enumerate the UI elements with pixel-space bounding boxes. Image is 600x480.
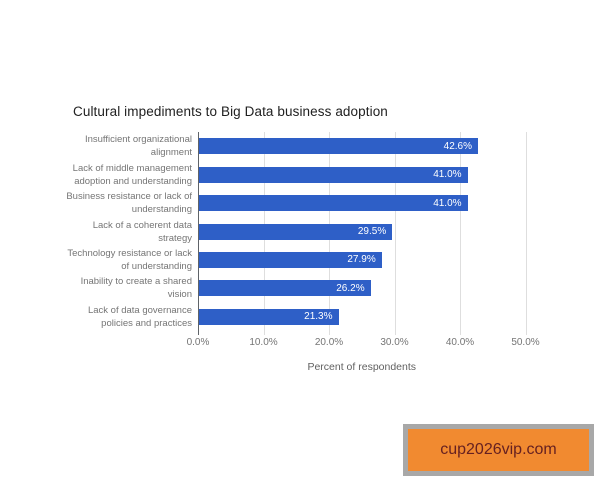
- x-tick-label: 0.0%: [186, 337, 210, 348]
- axis-tick: [329, 331, 330, 335]
- bar: 42.6%: [199, 138, 479, 155]
- bar: 21.3%: [199, 308, 339, 325]
- bar: 27.9%: [199, 251, 382, 268]
- x-tick-label: 30.0%: [380, 337, 409, 348]
- category-label: Lack of middle management adoption and un…: [72, 162, 192, 187]
- axis-tick: [263, 331, 265, 335]
- gridline: [394, 132, 396, 331]
- bar-value-label: 29.5%: [357, 226, 387, 237]
- bar-value-label: 21.3%: [304, 311, 333, 323]
- category-label: Lack of a coherent data strategy: [92, 219, 192, 244]
- y-axis-line: [198, 132, 199, 331]
- watermark-link[interactable]: cup2026vip.com: [403, 424, 594, 476]
- watermark-text: cup2026vip.com: [440, 441, 557, 458]
- gridline: [460, 132, 461, 331]
- bar: 26.2%: [199, 280, 371, 297]
- axis-tick: [460, 331, 461, 335]
- x-tick-label: 50.0%: [511, 337, 540, 348]
- axis-tick: [394, 331, 396, 335]
- bar: 29.5%: [199, 223, 393, 240]
- category-label: Business resistance or lack of understand…: [66, 191, 192, 216]
- category-label: Lack of data governance policies and prac…: [87, 304, 192, 329]
- bar: 41.0%: [199, 166, 468, 183]
- x-axis-title: Percent of respondents: [307, 361, 417, 373]
- bar-value-label: 26.2%: [336, 282, 365, 294]
- axis-tick: [525, 331, 527, 335]
- gridline: [525, 132, 527, 331]
- chart-title: Cultural impediments to Big Data busines…: [73, 104, 388, 119]
- bar-value-label: 42.6%: [443, 140, 473, 152]
- x-tick-label: 40.0%: [445, 337, 475, 348]
- x-tick-label: 10.0%: [249, 337, 278, 348]
- category-label: Technology resistance or lack of understa…: [67, 247, 192, 272]
- category-label: Insufficient organizational alignment: [84, 134, 192, 159]
- bar-value-label: 41.0%: [433, 197, 462, 209]
- category-label: Inability to create a shared vision: [80, 276, 192, 301]
- bar: 41.0%: [199, 195, 468, 212]
- bar-value-label: 41.0%: [433, 169, 462, 181]
- axis-tick: [198, 331, 199, 335]
- bar-value-label: 27.9%: [347, 254, 376, 266]
- x-tick-label: 20.0%: [314, 337, 344, 348]
